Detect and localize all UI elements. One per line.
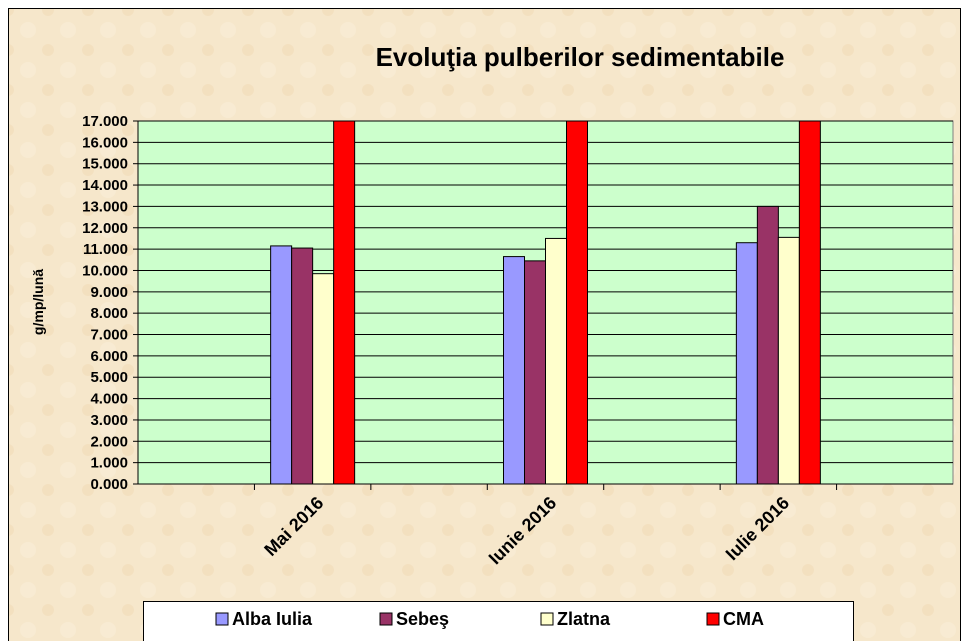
- bar: [798, 120, 821, 485]
- bar: [333, 120, 356, 485]
- y-tick-label: 17.000: [82, 113, 128, 130]
- legend-label: Alba Iulia: [232, 609, 313, 629]
- bar: [270, 245, 293, 485]
- y-tick-label: 9.000: [90, 284, 128, 301]
- bar: [291, 247, 314, 485]
- legend-swatch: [215, 612, 229, 626]
- bar: [503, 256, 525, 485]
- y-tick-label: 15.000: [82, 156, 128, 173]
- y-tick-label: 6.000: [90, 348, 128, 365]
- legend-label: Zlatna: [557, 609, 611, 629]
- bar: [735, 242, 758, 485]
- y-tick-label: 13.000: [82, 198, 128, 215]
- legend-swatch: [540, 612, 554, 626]
- y-tick-label: 2.000: [90, 433, 128, 450]
- y-tick-label: 1.000: [90, 455, 128, 472]
- y-tick-label: 7.000: [90, 327, 128, 344]
- y-tick-label: 10.000: [82, 262, 128, 279]
- legend-swatch: [379, 612, 393, 626]
- bar: [312, 273, 335, 485]
- legend-label: Sebeş: [396, 609, 449, 629]
- legend-box: [143, 601, 854, 641]
- y-tick-label: 8.000: [90, 305, 128, 322]
- y-tick-label: 16.000: [82, 134, 128, 151]
- bar: [545, 237, 567, 485]
- bar: [756, 205, 779, 485]
- y-tick-label: 3.000: [90, 412, 128, 429]
- bar: [566, 120, 588, 485]
- chart-title: Evoluţia pulberilor sedimentabile: [376, 42, 785, 72]
- y-axis-label: g/mp/lună: [30, 269, 46, 335]
- y-tick-label: 4.000: [90, 391, 128, 408]
- bar: [524, 260, 546, 485]
- bar: [777, 236, 800, 485]
- legend-swatch: [706, 612, 720, 626]
- y-tick-label: 11.000: [83, 241, 128, 258]
- y-tick-label: 12.000: [82, 220, 128, 237]
- legend-label: CMA: [723, 609, 764, 629]
- y-tick-label: 5.000: [90, 369, 128, 386]
- y-tick-label: 0.000: [90, 476, 128, 493]
- y-tick-label: 14.000: [82, 177, 128, 194]
